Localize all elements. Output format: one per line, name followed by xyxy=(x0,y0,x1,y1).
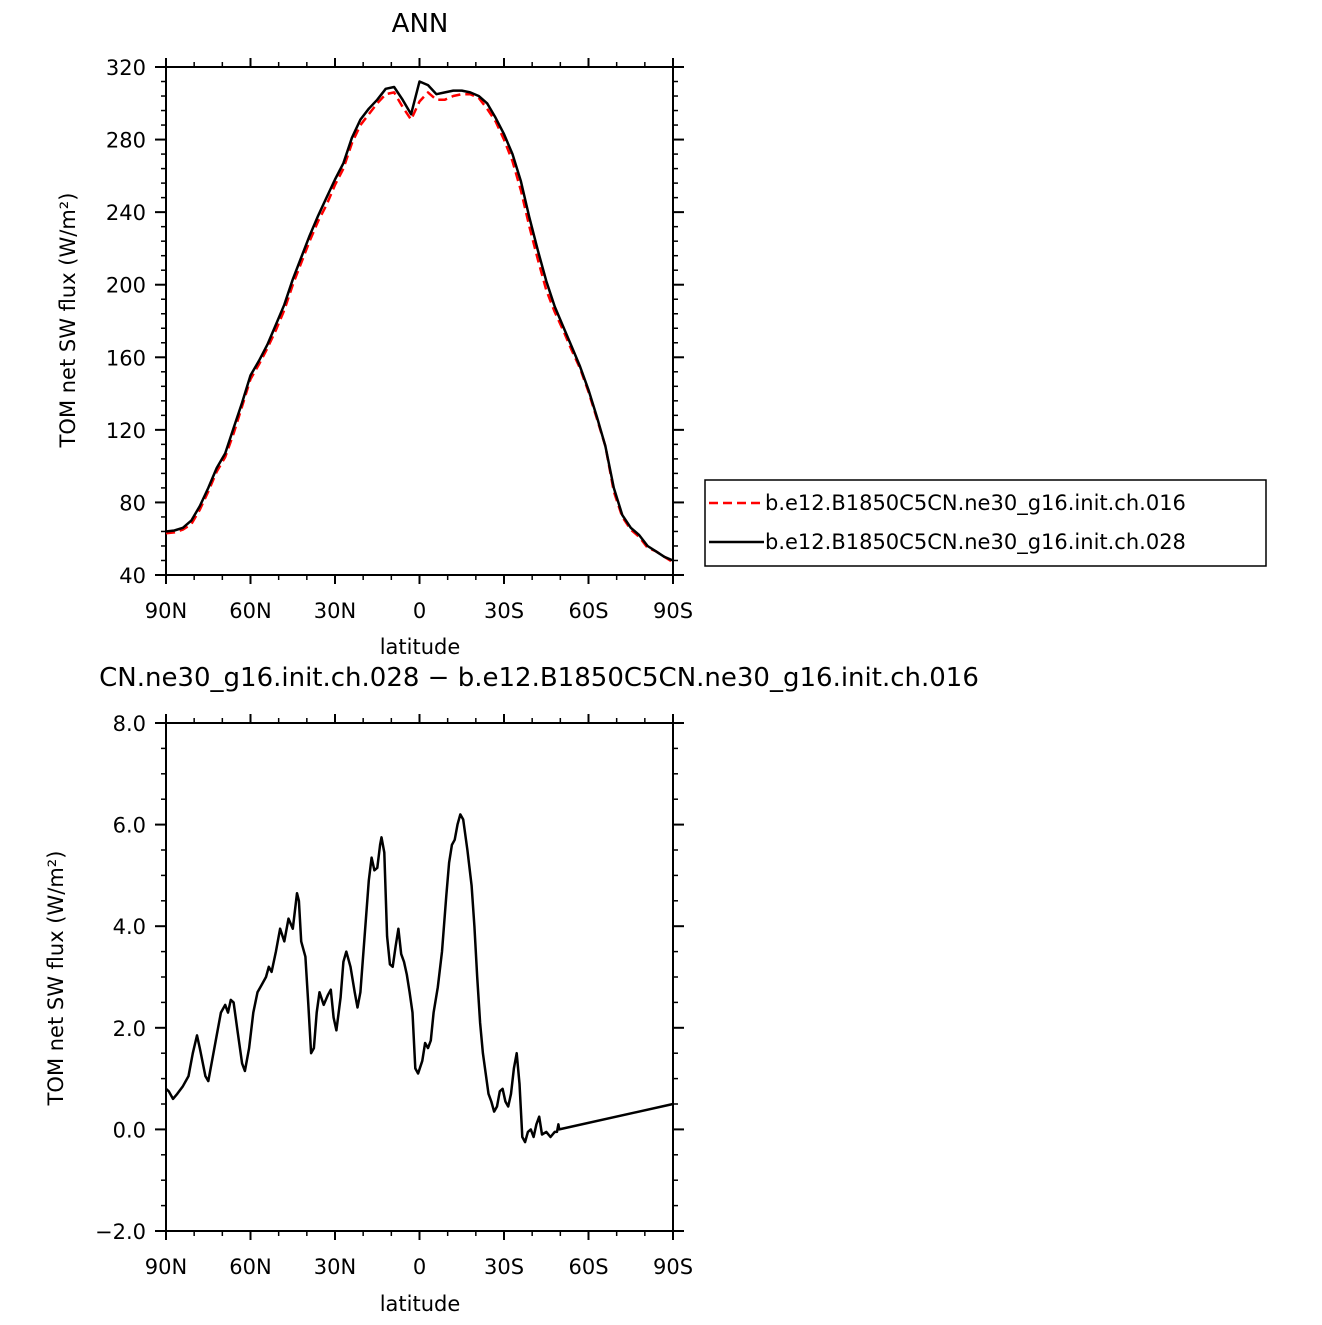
x-tick-label: 90S xyxy=(653,599,693,623)
series-line-0-1 xyxy=(165,80,674,562)
x-tick-label: 60S xyxy=(568,1255,608,1279)
x-tick-label: 90N xyxy=(145,599,187,623)
legend-box xyxy=(704,479,1267,567)
top-chart-panel: ANN 90N 60N 30N 0 30S 60S 90S 320 280 240 200 160 12… xyxy=(56,9,1267,659)
y-tick-label: 40 xyxy=(119,564,146,588)
y-tick-label: 0.0 xyxy=(113,1118,146,1142)
plot-frame xyxy=(165,722,674,1232)
y-tick-label: 160 xyxy=(106,346,146,370)
bottom-y-axis-label: TOM net SW flux (W/m²) xyxy=(44,851,68,1107)
y-tick-label: 80 xyxy=(119,491,146,515)
x-tick-label: 90N xyxy=(145,1255,187,1279)
x-tick-label: 60S xyxy=(568,599,608,623)
x-tick-label: 30N xyxy=(314,1255,356,1279)
bottom-chart-title: CN.ne30_g16.init.ch.028 − b.e12.B1850C5C… xyxy=(99,663,979,693)
x-tick-label: 30S xyxy=(484,1255,524,1279)
plot-frame xyxy=(165,66,674,576)
y-tick-label: 8.0 xyxy=(113,712,146,736)
top-x-axis-label: latitude xyxy=(380,635,461,659)
legend-label-016: b.e12.B1850C5CN.ne30_g16.init.ch.016 xyxy=(765,491,1186,516)
top-y-axis-label: TOM net SW flux (W/m²) xyxy=(56,193,80,449)
x-tick-label: 0 xyxy=(413,599,426,623)
x-tick-label: 60N xyxy=(229,1255,271,1279)
y-tick-label: 200 xyxy=(106,274,146,298)
x-tick-label: 0 xyxy=(413,1255,426,1279)
y-tick-label: 4.0 xyxy=(113,915,146,939)
y-tick-label: 120 xyxy=(106,419,146,443)
y-tick-label: 6.0 xyxy=(113,814,146,838)
x-tick-label: 90S xyxy=(653,1255,693,1279)
x-tick-label: 60N xyxy=(229,599,271,623)
series-line-0-0 xyxy=(165,91,674,564)
top-chart-title: ANN xyxy=(392,9,449,39)
bottom-x-axis-label: latitude xyxy=(380,1292,461,1316)
bottom-plot-area: 90N 60N 30N 0 30S 60S 90S 8.0 6.0 4.0 2.0 0.0 −2.0 xyxy=(95,712,693,1279)
top-plot-area: 90N 60N 30N 0 30S 60S 90S 320 280 240 200 160 120 80 4… xyxy=(106,56,693,623)
y-tick-label: 240 xyxy=(106,201,146,225)
y-tick-label: 280 xyxy=(106,129,146,153)
y-tick-label: 2.0 xyxy=(113,1017,146,1041)
series-line-1-0 xyxy=(165,813,674,1144)
x-tick-label: 30N xyxy=(314,599,356,623)
y-tick-label: 320 xyxy=(106,56,146,80)
x-tick-label: 30S xyxy=(484,599,524,623)
legend-label-028: b.e12.B1850C5CN.ne30_g16.init.ch.028 xyxy=(765,530,1186,555)
y-tick-label: −2.0 xyxy=(95,1220,146,1244)
bottom-chart-panel: CN.ne30_g16.init.ch.028 − b.e12.B1850C5C… xyxy=(44,663,979,1316)
legend: b.e12.B1850C5CN.ne30_g16.init.ch.016 b.e… xyxy=(704,479,1267,567)
